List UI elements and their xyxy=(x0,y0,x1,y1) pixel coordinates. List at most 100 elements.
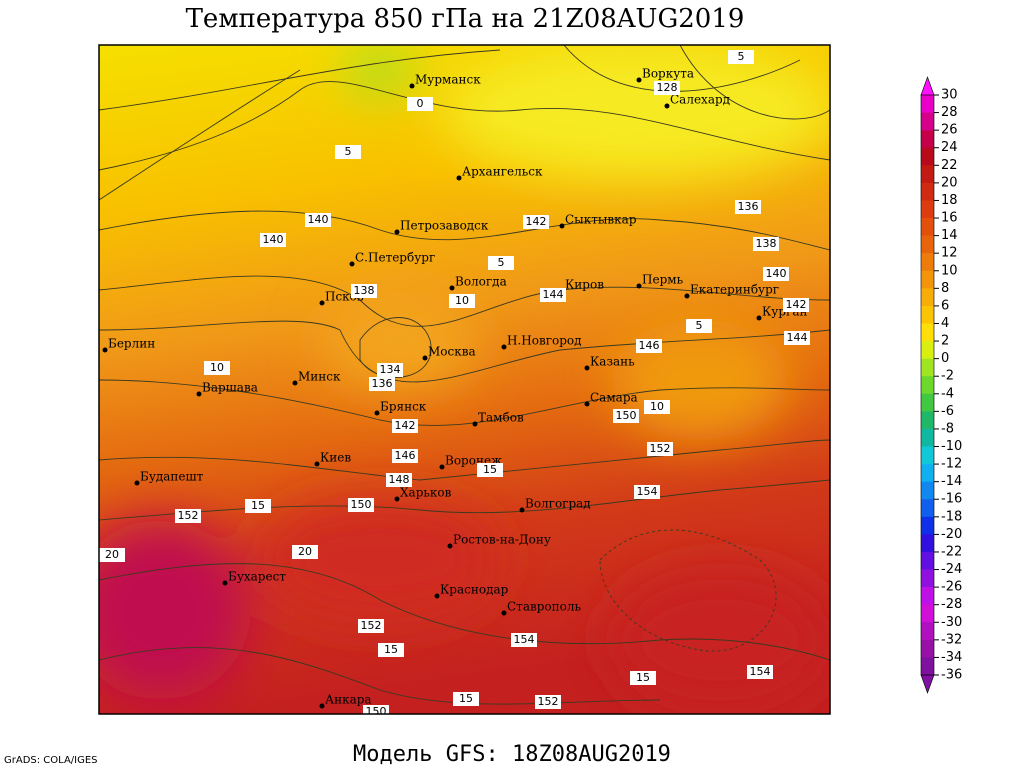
colorbar-label: -10 xyxy=(941,439,962,454)
contour-label: 150 xyxy=(616,409,637,422)
contour-label: 152 xyxy=(538,695,559,708)
contour-label-box xyxy=(523,215,549,229)
colorbar-label: -24 xyxy=(941,562,962,577)
colorbar-band xyxy=(921,516,934,535)
colorbar: 302826242220181614121086420-2-4-6-8-10-1… xyxy=(920,76,962,694)
city-dot xyxy=(501,610,507,616)
colorbar-label: -22 xyxy=(941,544,962,559)
city-dot xyxy=(636,283,642,289)
city-label: Ставрополь xyxy=(507,600,581,614)
contour-label-box xyxy=(644,400,670,414)
contour-label: 140 xyxy=(766,267,787,280)
city-label: Анкара xyxy=(325,693,372,707)
colorbar-label: -30 xyxy=(941,615,962,630)
city-dot xyxy=(439,464,445,470)
colorbar-band xyxy=(921,393,934,412)
contour-label-box xyxy=(99,548,125,562)
colorbar-band xyxy=(921,95,934,113)
contour-label-box xyxy=(204,361,230,375)
colorbar-label: 0 xyxy=(941,351,949,366)
contour-label-box xyxy=(735,200,761,214)
colorbar-label: 12 xyxy=(941,246,958,261)
colorbar-band xyxy=(921,428,934,447)
city-label: Москва xyxy=(428,345,476,359)
contour-label: 10 xyxy=(455,294,469,307)
city-dot xyxy=(472,421,478,427)
colorbar-band xyxy=(921,499,934,518)
contour-label: 128 xyxy=(657,81,678,94)
map-frame xyxy=(98,44,831,715)
contour-label: 15 xyxy=(384,643,398,656)
contour-label: 20 xyxy=(105,548,119,561)
contour-label: 15 xyxy=(483,463,497,476)
colorbar-band xyxy=(921,112,934,131)
contour-label: 5 xyxy=(696,319,703,332)
contour-label-box xyxy=(783,298,809,312)
contour-label-box xyxy=(369,377,395,391)
contour-label: 144 xyxy=(787,331,808,344)
city-dot xyxy=(319,300,325,306)
city-dot xyxy=(584,401,590,407)
city-label: Пермь xyxy=(642,273,684,287)
contour-label-box xyxy=(392,419,418,433)
city-dot xyxy=(456,175,462,181)
contour-label: 144 xyxy=(543,288,564,301)
colorbar-band xyxy=(921,341,934,359)
contour-label: 152 xyxy=(650,442,671,455)
city-dot xyxy=(434,593,440,599)
contour-label-box xyxy=(378,643,404,657)
colorbar-band xyxy=(921,481,934,500)
contour-label-box xyxy=(351,284,377,298)
city-label: Харьков xyxy=(400,486,452,500)
contour-label: 140 xyxy=(308,213,329,226)
city-dot xyxy=(684,293,690,299)
city-label: Брянск xyxy=(380,400,427,414)
city-dot xyxy=(756,315,762,321)
colorbar-band xyxy=(921,130,934,149)
contour-label: 15 xyxy=(636,671,650,684)
city-label: Мурманск xyxy=(415,73,481,87)
contour-label: 5 xyxy=(345,145,352,158)
contour-label-box xyxy=(535,695,561,709)
contour-label: 138 xyxy=(354,284,375,297)
model-caption: Модель GFS: 18Z08AUG2019 xyxy=(353,742,671,767)
city-dot xyxy=(222,580,228,586)
contour-label-box xyxy=(686,319,712,333)
contour-label: 150 xyxy=(366,705,387,718)
colorbar-label: 8 xyxy=(941,281,949,296)
contour-label: 148 xyxy=(389,473,410,486)
contour-label-box xyxy=(630,671,656,685)
colorbar-band xyxy=(921,446,934,465)
colorbar-band xyxy=(921,587,934,605)
colorbar-band xyxy=(921,534,934,553)
colorbar-label: 16 xyxy=(941,211,958,226)
colorbar-band xyxy=(921,235,934,254)
city-dot xyxy=(409,83,415,89)
city-dot xyxy=(501,344,507,350)
contour-label-box xyxy=(305,213,331,227)
city-dot xyxy=(394,229,400,235)
city-label: Берлин xyxy=(108,337,155,351)
contour-label-box xyxy=(747,665,773,679)
colorbar-band xyxy=(921,218,934,236)
contour-label-box xyxy=(753,237,779,251)
contour-label-box xyxy=(763,267,789,281)
colorbar-label: -2 xyxy=(941,369,954,384)
contour-label-box xyxy=(292,545,318,559)
colorbar-label: -20 xyxy=(941,527,962,542)
contour-label-box xyxy=(784,331,810,345)
colorbar-label: -12 xyxy=(941,457,962,472)
contour-label: 10 xyxy=(650,400,664,413)
city-dot xyxy=(394,496,400,502)
city-label: Н.Новгород xyxy=(507,334,582,348)
contour-label-box xyxy=(358,619,384,633)
contour-label: 152 xyxy=(178,509,199,522)
city-dot xyxy=(374,410,380,416)
city-label: Ростов-на-Дону xyxy=(453,533,551,547)
contour-label: 154 xyxy=(750,665,771,678)
city-label: Казань xyxy=(590,355,635,369)
colorbar-label: -36 xyxy=(941,668,962,683)
colorbar-band xyxy=(921,288,934,307)
city-label: Сыктывкар xyxy=(565,213,637,227)
city-dot xyxy=(449,285,455,291)
